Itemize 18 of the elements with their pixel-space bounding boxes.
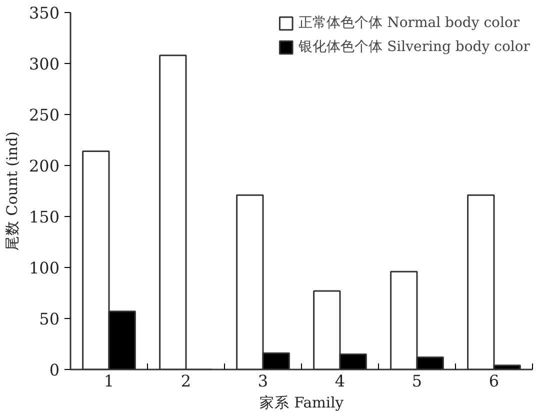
y-tick-label: 50 [39,310,60,328]
y-tick-label: 300 [28,54,60,74]
y-tick-label: 250 [28,106,60,124]
x-tick-label: 3 [258,372,268,390]
x-tick-label: 2 [180,372,192,390]
y-tick-label: 200 [28,156,60,176]
x-tick-label: 4 [334,372,346,390]
y-tick-label: 150 [28,208,60,226]
y-tick-label: 0 [49,360,60,380]
y-tick-label: 100 [28,258,60,278]
y-tick-label: 350 [28,4,60,22]
x-tick-label: 1 [104,372,114,390]
x-axis-title: 家系 Family [259,394,344,412]
y-axis-title: 尾数 Count (ind) [4,131,21,251]
x-tick-label: 5 [412,372,422,390]
x-tick-label: 6 [488,372,500,390]
legend-label: 正常体色个体 Normal body color [298,14,520,32]
legend-label: 银化体色个体 Silvering body color [298,38,530,56]
